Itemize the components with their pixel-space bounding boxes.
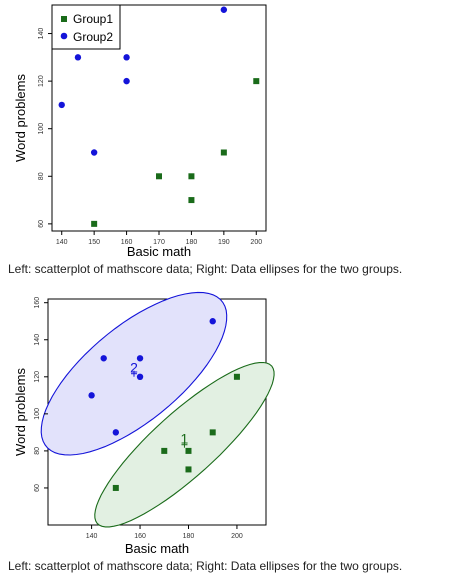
scatterplot-panel: 140 150 160 170 180 190 200 60 80 100 120 140 Basi… xyxy=(13,4,267,259)
y-tick-label: 60 xyxy=(38,220,45,228)
ellipse-label: 1 xyxy=(181,431,189,447)
data-point-group2 xyxy=(74,54,82,61)
x-axis-title: Basic math xyxy=(127,244,191,259)
y-tick-label: 80 xyxy=(34,447,41,455)
data-point-group1 xyxy=(253,78,260,85)
y-tick-label: 140 xyxy=(38,28,45,40)
data-point-group1 xyxy=(185,447,192,454)
figure-caption: Left: scatterplot of mathscore data; Rig… xyxy=(8,262,403,276)
y-axis-title: Word problems xyxy=(13,74,28,162)
x-tick-label: 180 xyxy=(183,533,195,540)
data-point-group1 xyxy=(156,173,162,180)
data-point-group2 xyxy=(58,101,65,109)
data-point-group2 xyxy=(209,318,216,325)
data-point-group1 xyxy=(112,484,119,491)
y-axis: 60 80 100 120 140 xyxy=(38,28,52,228)
data-point-group1 xyxy=(233,373,240,380)
data-point-group1 xyxy=(209,429,216,436)
x-tick-label: 200 xyxy=(250,239,262,246)
data-point-group1 xyxy=(91,220,98,227)
y-tick-label: 100 xyxy=(34,408,41,420)
y-tick-label: 120 xyxy=(34,371,41,383)
x-tick-label: 190 xyxy=(218,239,230,246)
data-point-group2 xyxy=(123,77,130,85)
data-point-group1 xyxy=(220,149,227,156)
y-tick-label: 100 xyxy=(38,123,45,135)
data-point-group1 xyxy=(185,466,192,473)
legend-label-group2: Group2 xyxy=(73,30,113,44)
data-point-group2 xyxy=(123,54,130,61)
x-tick-label: 200 xyxy=(231,533,243,540)
data-points xyxy=(88,318,240,491)
x-tick-label: 160 xyxy=(134,533,146,540)
x-tick-label: 160 xyxy=(121,239,133,246)
legend-label-group1: Group1 xyxy=(73,12,113,26)
data-point-group2 xyxy=(112,429,120,436)
x-tick-label: 150 xyxy=(88,239,100,246)
legend: Group1 Group2 xyxy=(51,4,121,50)
x-axis-title: Basic math xyxy=(125,541,189,556)
legend-marker-group1 xyxy=(61,16,67,22)
data-point-group1 xyxy=(188,173,195,180)
data-point-group2 xyxy=(88,392,95,399)
data-point-group2 xyxy=(100,355,107,362)
x-tick-label: 140 xyxy=(86,533,98,540)
y-tick-label: 60 xyxy=(34,484,41,492)
legend-box xyxy=(51,4,121,50)
x-tick-label: 140 xyxy=(56,239,68,246)
x-tick-label: 180 xyxy=(186,239,198,246)
y-axis-title: Word problems xyxy=(13,368,28,456)
x-axis: 140 150 160 170 180 190 200 xyxy=(56,231,262,246)
data-point-group1 xyxy=(188,197,195,204)
data-point-group2 xyxy=(90,149,98,156)
legend-marker-group2 xyxy=(60,32,68,40)
y-tick-label: 140 xyxy=(34,334,41,346)
x-tick-label: 170 xyxy=(153,239,165,246)
y-tick-label: 120 xyxy=(38,75,45,87)
y-axis: 60 80 100 120 140 160 xyxy=(34,297,48,492)
data-points xyxy=(58,6,260,227)
data-ellipses: 12 xyxy=(40,291,275,528)
x-axis: 140 160 180 200 xyxy=(86,525,243,540)
figure-caption: Left: scatterplot of mathscore data; Rig… xyxy=(8,559,403,573)
y-tick-label: 80 xyxy=(38,172,45,180)
y-tick-label: 160 xyxy=(34,297,41,309)
data-point-group2 xyxy=(136,355,144,362)
ellipse-label: 2 xyxy=(130,360,138,376)
data-point-group2 xyxy=(220,6,228,13)
data-point-group1 xyxy=(161,447,168,454)
data-point-group2 xyxy=(136,373,144,381)
